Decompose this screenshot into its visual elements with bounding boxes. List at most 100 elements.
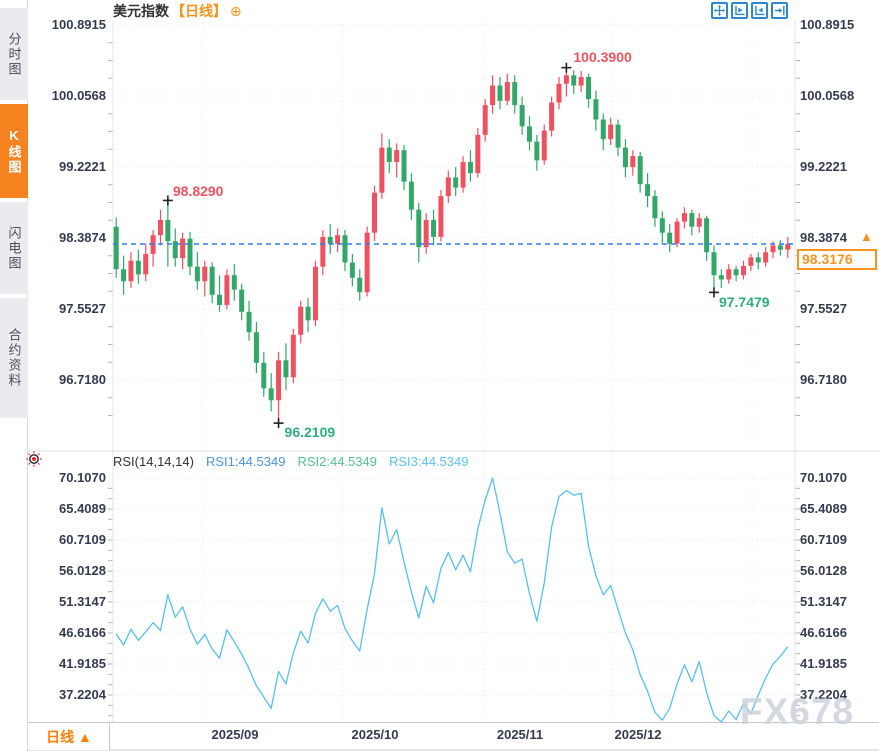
rsi-axis-label-right: 60.7109 (800, 531, 847, 547)
candle-body (490, 85, 496, 106)
candle-body (637, 156, 643, 185)
candle-body (497, 85, 503, 101)
price-axis-label-right: 100.8915 (800, 17, 855, 32)
candle-body (608, 124, 614, 140)
candle-body (652, 196, 658, 219)
price-annotation: 96.2109 (284, 424, 336, 441)
candle-body (372, 192, 377, 233)
rsi-axis-label-right: 41.9185 (800, 656, 847, 671)
candle-body (681, 213, 687, 222)
price-axis-label-left: 99.2221 (59, 159, 106, 174)
x-axis-date-label: 2025/10 (351, 727, 399, 742)
candle-body (342, 235, 348, 263)
rsi-axis-label-left: 70.1070 (59, 470, 106, 485)
period-dropdown-arrow-icon: ▲ (78, 728, 92, 745)
candle-body (755, 257, 761, 263)
candle-body (312, 266, 318, 321)
price-annotation: 100.3900 (573, 48, 632, 65)
sidebar-tab-candle-chart[interactable]: K线图 (0, 104, 28, 198)
candle-body (519, 105, 525, 127)
candle-body (711, 252, 717, 276)
candle-body (541, 130, 547, 161)
candle-body (217, 294, 223, 305)
candle-body (239, 289, 245, 312)
rsi-axis-label-left: 37.2204 (59, 687, 106, 702)
candle-body (121, 269, 127, 282)
compress-axis-left-button[interactable] (731, 2, 748, 19)
rsi-line (115, 477, 789, 723)
candle-body (748, 257, 754, 266)
candle-body (305, 306, 311, 321)
candle-body (453, 177, 459, 188)
rsi-axis-label-left: 41.9185 (59, 656, 106, 671)
move-tool-button[interactable] (711, 2, 728, 19)
period-tag[interactable]: 【日线】 (171, 3, 227, 19)
candle-body (423, 219, 429, 248)
candle-body (224, 275, 230, 305)
move-icon (714, 5, 725, 16)
rsi-axis-label-right: 46.6166 (800, 624, 847, 640)
rsi3-value-label: RSI3:44.5349 (388, 454, 469, 469)
price-annotation: 97.7479 (718, 294, 770, 311)
candle-body (460, 162, 466, 188)
candle-body (298, 306, 304, 335)
rsi-axis-label-right: 65.4089 (800, 501, 847, 516)
candle-body (475, 134, 481, 174)
go-to-latest-button[interactable] (771, 2, 788, 19)
sidebar-tab-flash-chart[interactable]: 闪电图 (0, 202, 28, 294)
candle-body (194, 266, 200, 282)
candle-body (615, 124, 621, 148)
candle-body (357, 277, 363, 293)
price-axis-label-right: 97.5527 (800, 301, 847, 316)
candle-body (785, 243, 791, 250)
candle-body (770, 245, 776, 253)
sidebar-tab-contract-info[interactable]: 合约资料 (0, 298, 28, 418)
rsi-axis-label-left: 46.6166 (59, 624, 106, 640)
candle-body (704, 218, 710, 253)
axis-arrow-right-icon (755, 5, 765, 16)
rsi-indicator-title: RSI(14,14,14) (113, 454, 194, 469)
candle-body (401, 150, 407, 182)
candle-body (386, 147, 392, 163)
candle-body (659, 218, 665, 233)
candle-body (504, 82, 510, 101)
candle-body (187, 238, 193, 267)
candle-body (674, 221, 680, 244)
candle-body (416, 209, 422, 248)
candle-body (645, 184, 651, 197)
candle-body (600, 119, 606, 140)
candle-body (512, 82, 518, 106)
price-axis-label-left: 97.5527 (59, 301, 106, 316)
candle-body (563, 75, 569, 84)
candle-body (394, 150, 400, 163)
chart-title-row: 美元指数 【日线】 ⊕ (113, 2, 242, 20)
price-axis-label-right: 100.0568 (800, 88, 855, 103)
price-axis-label-right: 99.2221 (800, 159, 847, 174)
price-annotation: 98.8290 (172, 183, 224, 200)
candle-body (726, 269, 732, 280)
candle-body (349, 262, 355, 278)
candle-body (689, 213, 695, 227)
price-axis-label-left: 98.3874 (59, 230, 106, 245)
candle-body (290, 334, 296, 378)
candle-body (482, 105, 488, 135)
candle-body (261, 362, 267, 389)
candle-body (534, 141, 540, 161)
period-label: 日线 (46, 728, 75, 745)
candle-body (335, 235, 341, 244)
candle-body (276, 360, 282, 401)
indicator-alert-icon[interactable] (26, 451, 42, 472)
rsi-axis-label-left: 60.7109 (59, 531, 106, 547)
sidebar-tab-time-chart[interactable]: 分时图 (0, 8, 28, 100)
rsi-axis-label-right: 37.2204 (800, 687, 847, 702)
candle-body (172, 241, 178, 259)
add-indicator-icon[interactable]: ⊕ (230, 3, 242, 19)
compress-axis-right-button[interactable] (751, 2, 768, 19)
candle-body (445, 177, 451, 197)
candle-body (209, 266, 215, 295)
period-selector[interactable]: 日线 ▲ (29, 723, 110, 750)
candle-body (113, 226, 119, 270)
candle-body (379, 147, 385, 193)
candle-body (549, 102, 555, 131)
